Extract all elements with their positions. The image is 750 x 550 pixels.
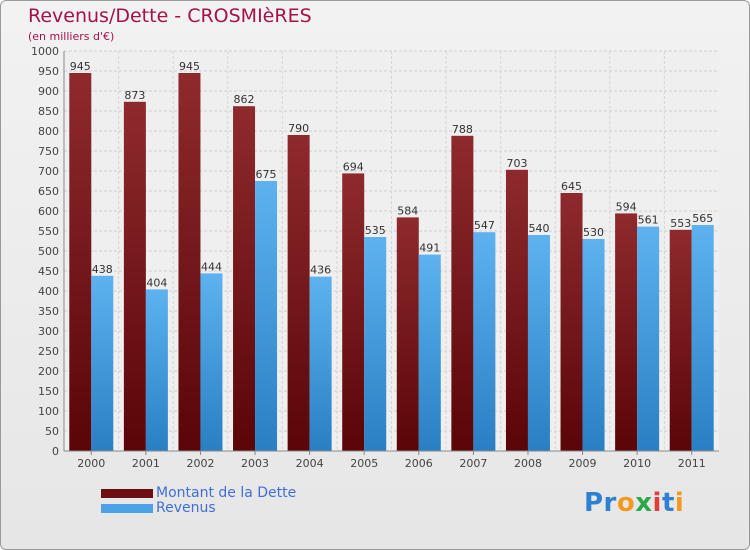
- data-label-revenus: 530: [583, 226, 604, 239]
- legend-label-revenus: Revenus: [156, 500, 216, 516]
- y-tick-label: 400: [38, 285, 59, 298]
- data-label-dette: 553: [670, 217, 691, 230]
- data-label-dette: 945: [179, 60, 200, 73]
- data-label-revenus: 565: [692, 212, 713, 225]
- bar-revenus: [364, 237, 387, 451]
- data-label-dette: 945: [70, 60, 91, 73]
- bar-revenus: [255, 181, 278, 451]
- y-tick-label: 250: [38, 345, 59, 358]
- data-label-revenus: 561: [638, 214, 659, 227]
- x-tick-label: 2011: [678, 457, 706, 470]
- bar-revenus: [473, 232, 496, 451]
- bar-revenus: [200, 273, 223, 451]
- y-tick-label: 100: [38, 405, 59, 418]
- bar-dette: [669, 229, 692, 451]
- data-label-revenus: 404: [146, 276, 167, 289]
- y-tick-label: 750: [38, 145, 59, 158]
- data-label-revenus: 491: [419, 242, 440, 255]
- bar-dette: [69, 73, 92, 451]
- bar-dette: [123, 101, 146, 452]
- y-tick-label: 200: [38, 365, 59, 378]
- x-tick-label: 2004: [296, 457, 324, 470]
- y-tick-label: 550: [38, 225, 59, 238]
- bar-dette: [287, 135, 310, 451]
- data-label-revenus: 675: [256, 168, 277, 181]
- data-label-revenus: 438: [92, 263, 113, 276]
- bar-revenus: [418, 254, 441, 451]
- y-axis: 0 50 100 150 200 250 300 350 400 450 500 550 600 650 7…: [31, 45, 65, 458]
- proxiti-logo: Proxiti: [584, 488, 685, 518]
- data-label-dette: 584: [397, 204, 418, 217]
- bar-dette: [451, 135, 474, 452]
- legend: Montant de la Dette Revenus: [101, 486, 296, 516]
- data-label-dette: 788: [452, 123, 473, 136]
- bar-dette: [233, 106, 256, 451]
- data-label-dette: 873: [124, 89, 145, 102]
- y-tick-label: 700: [38, 165, 59, 178]
- legend-item-dette: Montant de la Dette: [101, 486, 296, 501]
- x-tick-label: 2003: [241, 457, 269, 470]
- bar-revenus: [309, 276, 332, 451]
- y-tick-label: 850: [38, 105, 59, 118]
- legend-item-revenus: Revenus: [101, 501, 296, 516]
- chart-subtitle: (en milliers d'€): [28, 30, 115, 43]
- y-tick-label: 1000: [31, 45, 59, 58]
- y-tick-label: 600: [38, 205, 59, 218]
- bar-revenus: [637, 226, 660, 451]
- data-label-revenus: 535: [365, 224, 386, 237]
- legend-swatch-revenus: [101, 504, 153, 513]
- data-label-revenus: 547: [474, 219, 495, 232]
- legend-label-dette: Montant de la Dette: [156, 485, 297, 501]
- data-label-dette: 703: [506, 157, 527, 170]
- bar-dette: [178, 73, 201, 451]
- x-tick-label: 2007: [459, 457, 487, 470]
- y-tick-label: 900: [38, 85, 59, 98]
- bars: 945 438 873 404 945 444 862 675 790 436 694 535 584 4…: [69, 60, 714, 452]
- x-tick-label: 2001: [132, 457, 160, 470]
- bar-revenus: [582, 239, 605, 451]
- chart-title: Revenus/Dette - CROSMIèRES: [28, 5, 312, 27]
- bar-revenus: [145, 289, 168, 451]
- grid: [64, 50, 719, 451]
- y-tick-label: 0: [52, 445, 59, 458]
- data-label-dette: 645: [561, 180, 582, 193]
- y-tick-label: 650: [38, 185, 59, 198]
- bar-dette: [342, 173, 365, 451]
- y-tick-label: 300: [38, 325, 59, 338]
- y-tick-label: 150: [38, 385, 59, 398]
- bar-revenus: [527, 235, 550, 451]
- x-tick-label: 2009: [569, 457, 597, 470]
- x-tick-label: 2000: [77, 457, 105, 470]
- data-label-dette: 694: [343, 160, 364, 173]
- bar-dette: [505, 169, 528, 452]
- x-tick-label: 2006: [405, 457, 433, 470]
- y-tick-label: 450: [38, 265, 59, 278]
- data-label-dette: 594: [616, 200, 637, 213]
- x-tick-label: 2008: [514, 457, 542, 470]
- legend-swatch-dette: [101, 489, 153, 498]
- x-axis: 2000 2001 2002 2003 2004 2005 2006 2007 2008 2009…: [64, 450, 719, 470]
- bar-dette: [396, 217, 419, 451]
- bar-dette: [560, 193, 583, 451]
- bar-revenus: [691, 225, 714, 451]
- data-label-revenus: 444: [201, 260, 222, 273]
- bar-dette: [615, 213, 638, 451]
- data-label-revenus: 436: [310, 264, 331, 277]
- y-tick-label: 350: [38, 305, 59, 318]
- x-tick-label: 2002: [186, 457, 214, 470]
- data-label-revenus: 540: [528, 222, 549, 235]
- bar-revenus: [91, 275, 114, 451]
- y-tick-label: 800: [38, 125, 59, 138]
- x-tick-label: 2010: [623, 457, 651, 470]
- y-tick-label: 950: [38, 65, 59, 78]
- x-tick-label: 2005: [350, 457, 378, 470]
- data-label-dette: 862: [234, 93, 255, 106]
- data-label-dette: 790: [288, 122, 309, 135]
- y-tick-label: 50: [45, 425, 59, 438]
- y-tick-label: 500: [38, 245, 59, 258]
